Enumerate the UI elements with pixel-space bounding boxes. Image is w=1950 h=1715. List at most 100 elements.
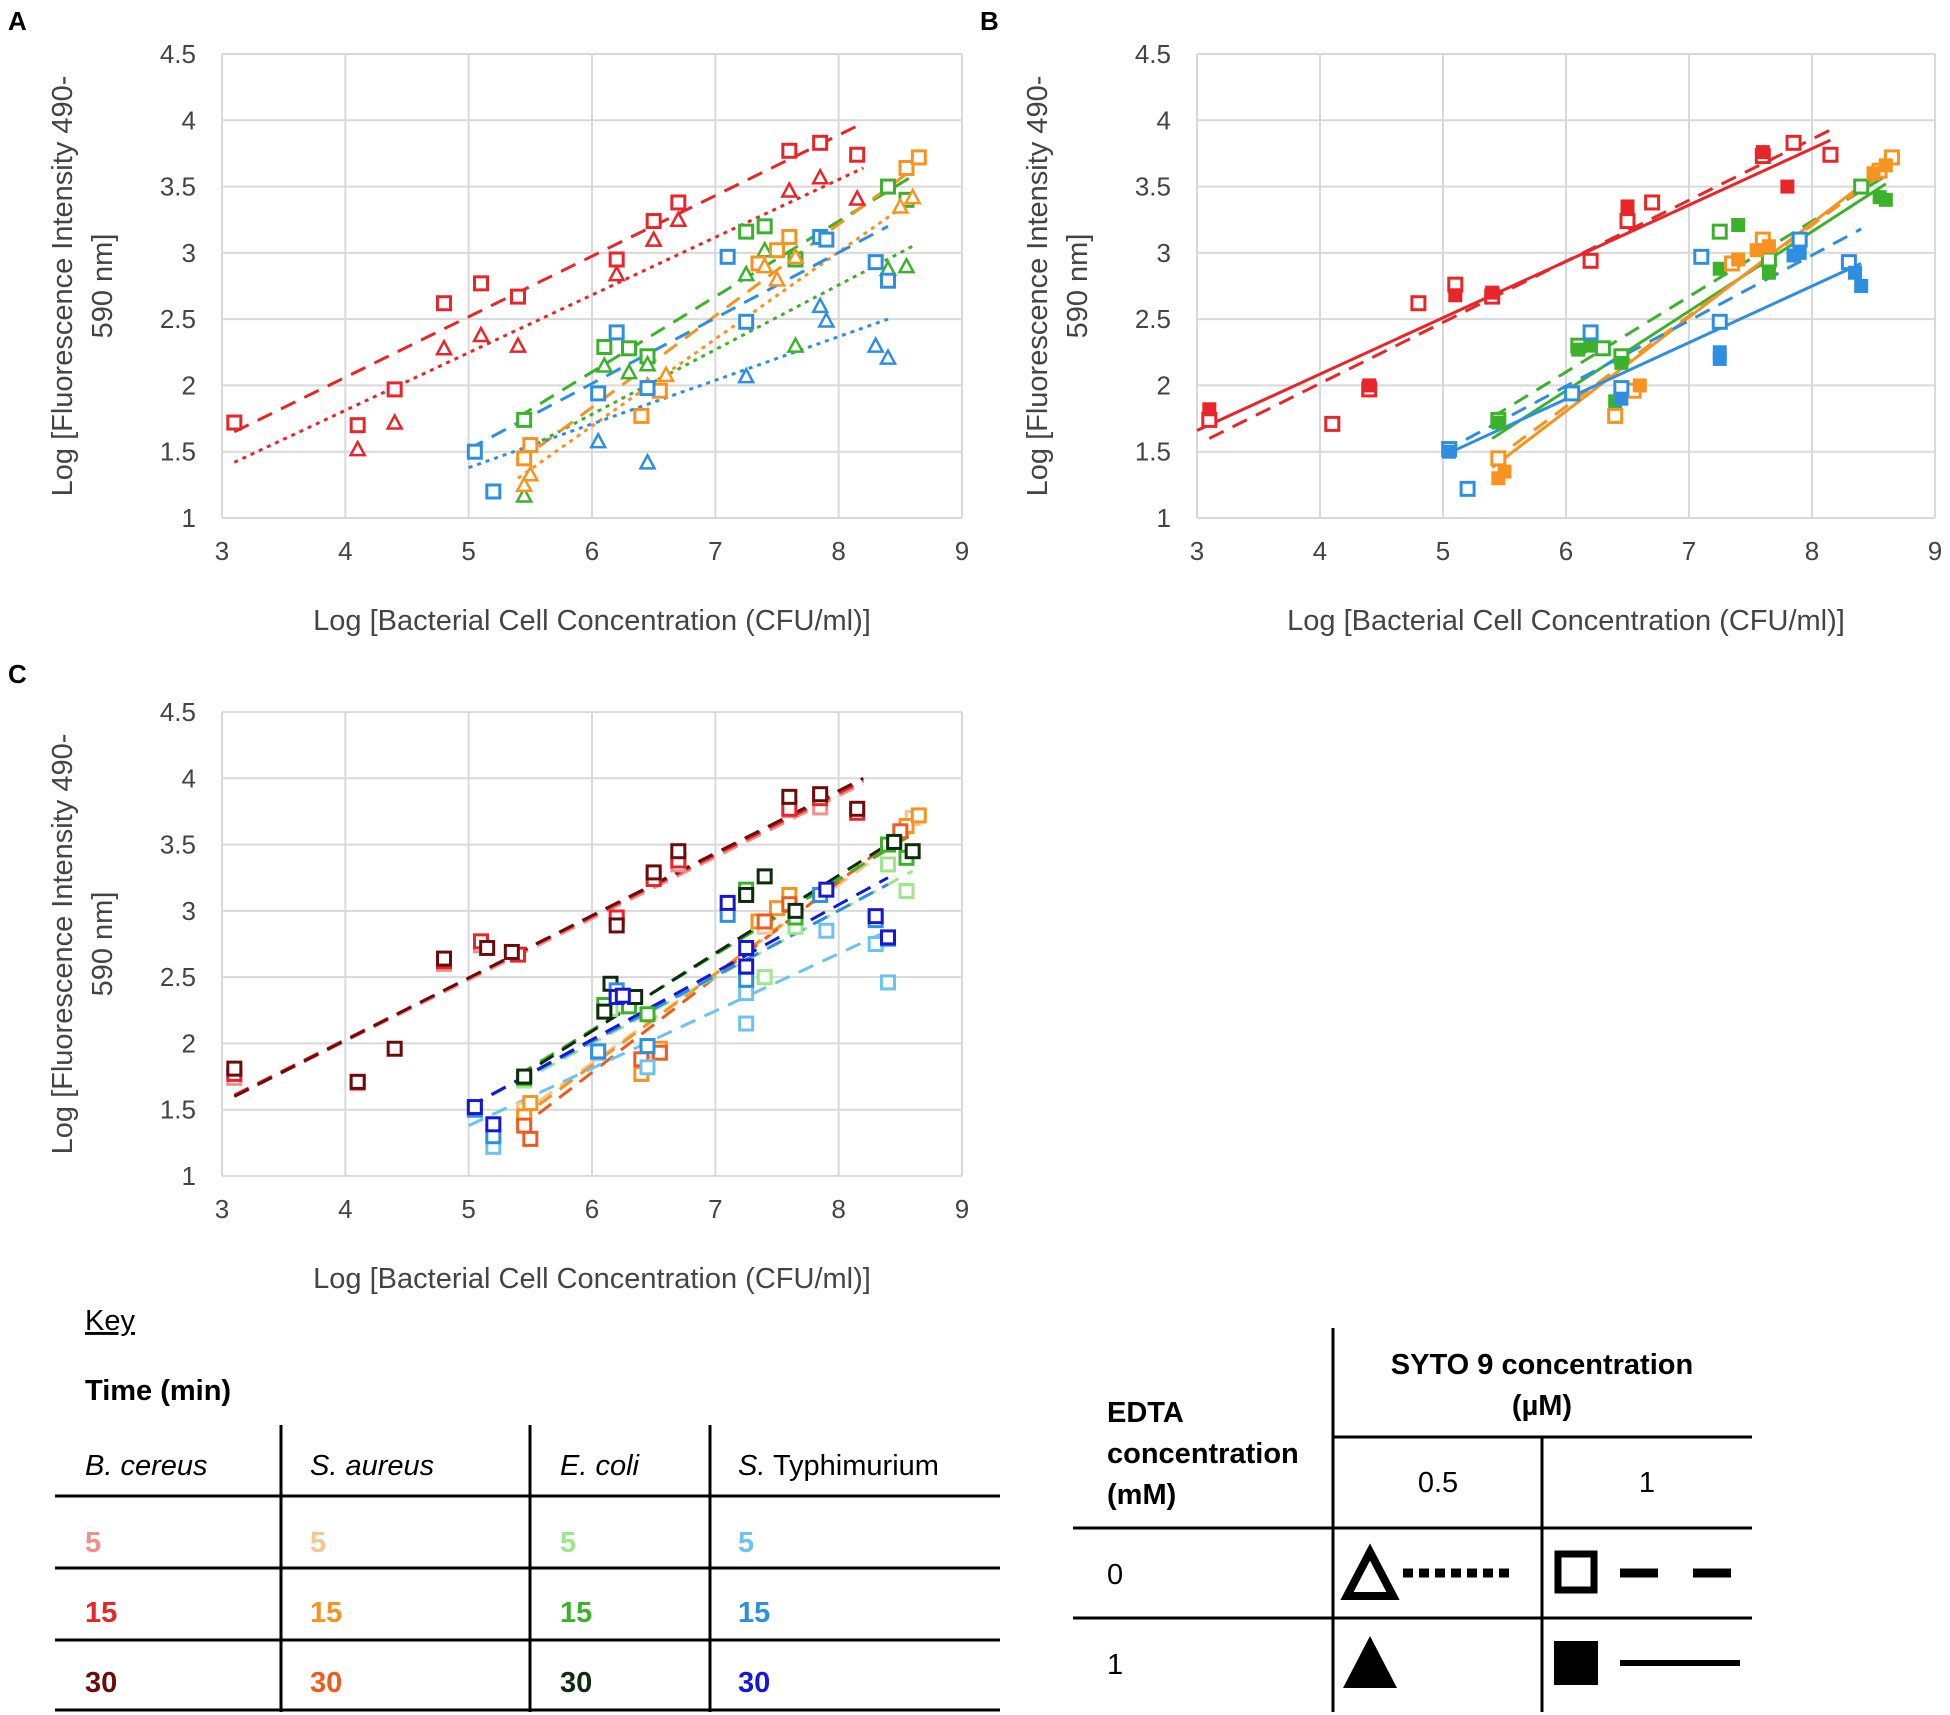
key-time-value: 30 — [560, 1667, 592, 1699]
data-point — [670, 194, 687, 211]
y-tick-label: 3.5 — [160, 172, 196, 202]
data-point — [485, 1116, 502, 1133]
data-point — [515, 485, 534, 503]
open-triangle-marker-icon — [1340, 1543, 1400, 1600]
data-point — [645, 864, 662, 881]
data-point — [1632, 378, 1647, 393]
trend-line — [517, 823, 914, 1131]
data-point — [386, 1040, 403, 1057]
data-point — [1791, 231, 1808, 248]
data-point — [670, 843, 687, 860]
data-point — [638, 452, 657, 470]
data-point — [780, 180, 799, 198]
data-point — [897, 256, 916, 274]
data-point — [755, 256, 774, 274]
data-point — [1582, 252, 1599, 269]
x-axis-title: Log [Bacterial Cell Concentration (CFU/m… — [313, 605, 871, 637]
y-axis-title-line-1: Log [Fluorescence Intensity 490- — [47, 734, 79, 1155]
data-point — [1749, 243, 1764, 258]
data-point — [639, 1059, 656, 1076]
key-title: Key — [85, 1305, 135, 1337]
data-point — [781, 228, 798, 245]
data-point — [607, 264, 626, 282]
data-point — [1324, 415, 1341, 432]
data-point — [1410, 295, 1427, 312]
data-point — [903, 187, 922, 205]
data-point — [226, 414, 243, 431]
data-point — [1497, 464, 1512, 479]
data-point — [904, 843, 921, 860]
data-point — [781, 142, 798, 159]
data-point — [738, 939, 755, 956]
data-point — [1878, 192, 1893, 207]
y-axis-title-line-2: 590 nm] — [87, 234, 119, 339]
data-point — [738, 985, 755, 1002]
key-species-plain: Typhimurium — [765, 1450, 939, 1482]
data-point — [1614, 355, 1629, 370]
panel-label-b: B — [980, 6, 999, 36]
data-point — [516, 1117, 533, 1134]
data-point — [595, 355, 614, 373]
key-time-value: 15 — [310, 1597, 342, 1629]
data-point — [633, 407, 650, 424]
key-species-header: E. coli — [560, 1450, 641, 1482]
data-point — [1614, 391, 1629, 406]
trend-line — [1442, 227, 1862, 454]
x-tick-label: 8 — [1805, 536, 1819, 566]
data-point — [1822, 146, 1839, 163]
data-point — [756, 218, 773, 235]
data-point — [479, 939, 496, 956]
y-tick-label: 1 — [1157, 503, 1171, 533]
data-point — [515, 475, 534, 493]
y-tick-label: 1 — [182, 1161, 196, 1191]
data-point — [1866, 166, 1881, 181]
data-point — [1620, 199, 1635, 214]
key-time-value: 15 — [560, 1597, 592, 1629]
y-tick-label: 3 — [182, 238, 196, 268]
data-point — [812, 134, 829, 151]
key-time-value: 15 — [85, 1597, 117, 1629]
data-point — [436, 295, 452, 312]
key-time-value: 15 — [738, 1597, 770, 1629]
y-tick-label: 2.5 — [1135, 304, 1171, 334]
data-point — [1607, 407, 1624, 424]
x-tick-label: 9 — [955, 536, 969, 566]
data-point — [590, 1043, 607, 1060]
data-point — [1442, 444, 1457, 459]
data-point — [787, 902, 804, 919]
data-point — [621, 340, 637, 357]
marker-key: EDTA concentration (mM) SYTO 9 concentra… — [1073, 1328, 1752, 1712]
key-time-value: 30 — [738, 1667, 770, 1699]
data-point — [503, 943, 520, 960]
trend-line — [1442, 262, 1862, 458]
x-tick-label: 5 — [461, 536, 475, 566]
data-point — [898, 882, 915, 899]
data-point — [737, 366, 756, 384]
data-point — [880, 178, 896, 195]
data-point — [738, 886, 755, 903]
key-species-header: B. cereus — [85, 1450, 208, 1482]
edta-value-1: 1 — [1107, 1649, 1123, 1681]
data-point — [738, 958, 755, 975]
x-tick-label: 7 — [708, 1194, 722, 1224]
color-key: Key Time (min) B. cereus S. aureus E. coli… — [55, 1305, 1000, 1712]
data-point — [1564, 385, 1581, 402]
data-point — [485, 483, 502, 500]
x-tick-label: 7 — [1682, 536, 1696, 566]
data-point — [848, 188, 867, 206]
data-point — [880, 974, 896, 991]
key-species-header: S. Typhimurium — [738, 1450, 939, 1482]
y-tick-label: 3.5 — [160, 830, 196, 860]
y-axis-title-line-2: 590 nm] — [87, 892, 119, 997]
data-point — [639, 1006, 656, 1023]
data-point — [898, 160, 915, 177]
y-tick-label: 4.5 — [160, 697, 196, 727]
data-point — [756, 868, 773, 885]
key-time-value: 30 — [85, 1667, 117, 1699]
x-tick-label: 5 — [1436, 536, 1450, 566]
data-point — [849, 146, 866, 163]
data-point — [738, 223, 755, 240]
data-point — [619, 362, 639, 380]
data-point — [1761, 265, 1776, 280]
